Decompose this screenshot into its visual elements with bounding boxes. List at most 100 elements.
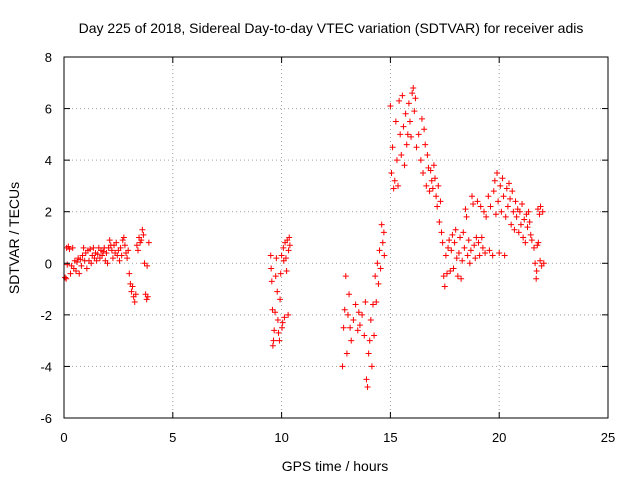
data-point [478, 234, 485, 241]
data-point [274, 317, 281, 324]
plot-frame [63, 56, 609, 419]
data-point [452, 226, 459, 233]
data-point [339, 363, 346, 370]
data-point [454, 273, 461, 280]
data-point [354, 327, 361, 334]
data-point [471, 242, 478, 249]
data-point [140, 231, 147, 238]
data-point [352, 301, 359, 308]
data-point [512, 198, 519, 205]
data-point [460, 229, 467, 236]
chart-title: Day 225 of 2018, Sidereal Day-to-day VTE… [79, 20, 584, 36]
data-point [410, 84, 417, 91]
data-point [440, 273, 447, 280]
data-point [367, 317, 374, 324]
data-point [365, 350, 372, 357]
data-point [524, 224, 531, 231]
data-point [271, 327, 278, 334]
x-tick-label: 10 [274, 430, 288, 445]
data-point [491, 177, 498, 184]
data-point [436, 219, 443, 226]
data-point [398, 151, 405, 158]
x-tick-label: 15 [383, 430, 397, 445]
data-point [487, 203, 494, 210]
data-point [76, 270, 83, 277]
y-tick-label: 2 [45, 205, 52, 220]
data-point [532, 260, 539, 267]
data-point [457, 234, 464, 241]
data-point [418, 115, 425, 122]
x-tick-label: 5 [169, 430, 176, 445]
data-point [508, 221, 515, 228]
data-point [374, 260, 381, 267]
data-point [138, 237, 145, 244]
y-tick-label: -4 [40, 359, 52, 374]
data-point [69, 244, 76, 251]
data-point [144, 262, 151, 269]
data-point [387, 102, 394, 109]
data-point [421, 126, 428, 133]
data-point [504, 203, 511, 210]
data-point [413, 144, 420, 151]
data-point [479, 244, 486, 251]
data-point [450, 265, 457, 272]
data-point [409, 90, 416, 97]
data-point [428, 177, 435, 184]
data-point [65, 243, 72, 250]
data-point [404, 131, 411, 138]
data-point [361, 332, 368, 339]
data-point [378, 221, 385, 228]
data-point [90, 244, 97, 251]
data-point [509, 188, 516, 195]
data-point [461, 244, 468, 251]
y-tick-label: 0 [45, 256, 52, 271]
data-point [275, 329, 282, 336]
data-point [406, 118, 413, 125]
data-point [521, 216, 528, 223]
data-point [362, 298, 369, 305]
data-point [381, 252, 388, 259]
data-point [120, 234, 127, 241]
data-point [462, 206, 469, 213]
data-point [83, 265, 90, 272]
data-point [480, 208, 487, 215]
data-point [79, 252, 86, 259]
y-tick-label: 4 [45, 153, 52, 168]
data-point [119, 237, 126, 244]
data-point [356, 322, 363, 329]
data-point [67, 270, 74, 277]
data-point [533, 268, 540, 275]
data-point [281, 314, 288, 321]
data-point [472, 255, 479, 262]
data-point [455, 249, 462, 256]
data-point [426, 188, 433, 195]
data-point [433, 193, 440, 200]
data-point [446, 237, 453, 244]
data-point [495, 198, 502, 205]
data-point [486, 247, 493, 254]
data-point [359, 311, 366, 318]
data-point [276, 337, 283, 344]
data-point [348, 337, 355, 344]
data-point [269, 342, 276, 349]
data-point [470, 200, 477, 207]
data-point [126, 270, 133, 277]
data-point [412, 95, 419, 102]
data-point [465, 237, 472, 244]
data-point [401, 162, 408, 169]
data-point [279, 324, 286, 331]
data-point [405, 100, 412, 107]
data-point [344, 311, 351, 318]
data-point [121, 242, 128, 249]
data-point [429, 185, 436, 192]
data-point [280, 244, 287, 251]
data-point [116, 257, 123, 264]
data-point [540, 260, 547, 267]
data-point [492, 211, 499, 218]
data-point [437, 198, 444, 205]
data-point [128, 288, 135, 295]
data-point [505, 180, 512, 187]
y-tick-label: -6 [40, 411, 52, 426]
data-point [531, 244, 538, 251]
data-point [474, 198, 481, 205]
